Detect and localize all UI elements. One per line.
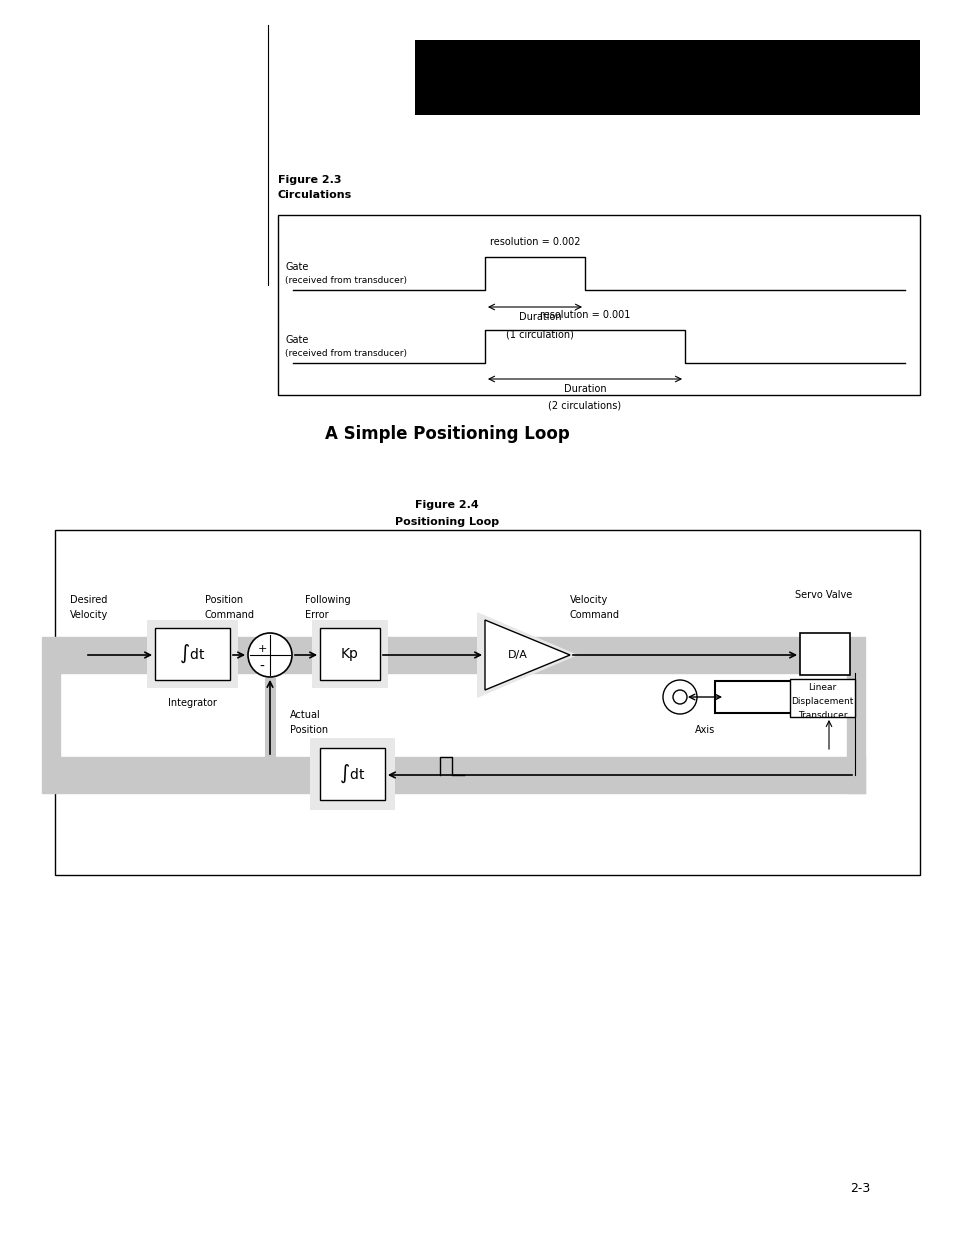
Text: Duration: Duration (563, 384, 606, 394)
Text: Axis: Axis (694, 725, 715, 735)
Text: Following: Following (305, 595, 351, 605)
Text: Desired: Desired (70, 595, 108, 605)
Text: Error: Error (305, 610, 328, 620)
Bar (55, 530, 919, 876)
Bar (800, 634, 849, 676)
Text: +: + (257, 643, 267, 655)
Text: Gate: Gate (285, 335, 308, 345)
Text: Command: Command (205, 610, 254, 620)
Text: Actual: Actual (290, 710, 320, 720)
Circle shape (662, 680, 697, 714)
Text: -: - (259, 659, 264, 674)
Bar (277, 215, 919, 395)
Text: Integrator: Integrator (168, 698, 216, 708)
Text: D/A: D/A (507, 650, 527, 659)
Text: Positioning Concepts: Positioning Concepts (430, 86, 574, 101)
Bar (319, 748, 385, 800)
Text: Transducer: Transducer (797, 711, 846, 720)
Bar (154, 629, 230, 680)
Bar (319, 629, 379, 680)
Text: Figure 2.3: Figure 2.3 (277, 175, 341, 185)
Text: Linear: Linear (807, 683, 836, 692)
Text: Circulations: Circulations (277, 190, 352, 200)
Bar (714, 680, 806, 713)
Circle shape (248, 634, 292, 677)
Text: (2 circulations): (2 circulations) (548, 401, 621, 411)
Bar (415, 40, 919, 115)
Circle shape (672, 690, 686, 704)
Text: Figure 2.4: Figure 2.4 (415, 500, 478, 510)
Text: Gate: Gate (285, 262, 308, 272)
Bar (789, 679, 854, 718)
Text: Positioning Loop: Positioning Loop (395, 517, 498, 527)
Text: (received from transducer): (received from transducer) (285, 275, 407, 285)
Bar (310, 739, 395, 810)
Text: Velocity: Velocity (569, 595, 608, 605)
Text: $\int$dt: $\int$dt (179, 642, 205, 666)
Text: 2-3: 2-3 (849, 1182, 869, 1195)
Text: Duration: Duration (518, 312, 560, 322)
Text: Displacement: Displacement (790, 697, 853, 706)
Text: Chapter 2: Chapter 2 (430, 58, 511, 73)
Text: (received from transducer): (received from transducer) (285, 350, 407, 358)
Polygon shape (476, 613, 578, 698)
Text: resolution = 0.002: resolution = 0.002 (489, 237, 579, 247)
Text: Velocity: Velocity (70, 610, 108, 620)
Text: Position: Position (205, 595, 243, 605)
Text: Position: Position (290, 725, 328, 735)
Text: Servo Valve: Servo Valve (794, 590, 851, 600)
Text: Command: Command (569, 610, 619, 620)
Text: A Simple Positioning Loop: A Simple Positioning Loop (324, 425, 569, 443)
Text: Kp: Kp (341, 647, 358, 661)
Polygon shape (484, 620, 569, 690)
Bar (147, 620, 237, 688)
Text: resolution = 0.001: resolution = 0.001 (539, 310, 630, 320)
Bar (312, 620, 388, 688)
Text: (1 circulation): (1 circulation) (505, 329, 574, 338)
Text: $\int$dt: $\int$dt (339, 763, 365, 785)
